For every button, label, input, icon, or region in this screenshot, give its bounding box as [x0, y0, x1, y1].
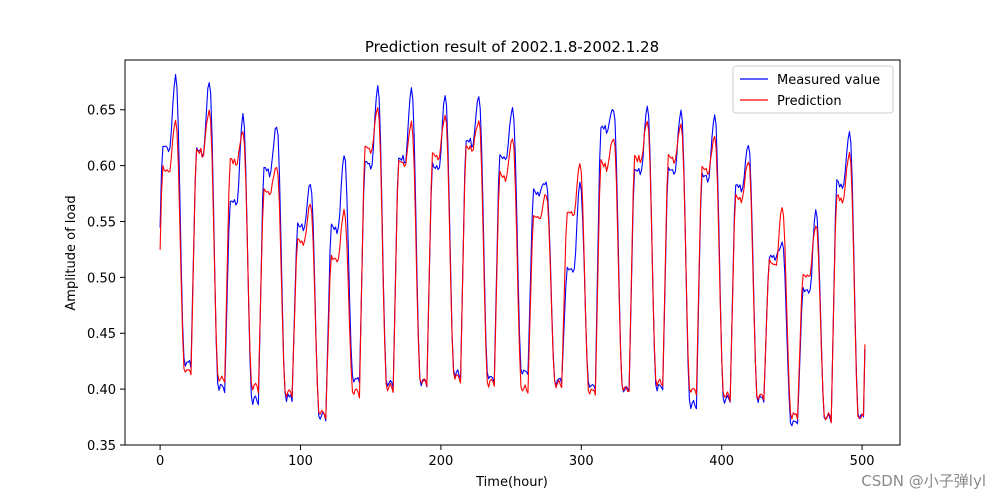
- y-tick-label: 0.45: [87, 327, 116, 342]
- series-line-prediction: [159, 107, 866, 424]
- y-tick-label: 0.65: [87, 104, 116, 119]
- chart-title: Prediction result of 2002.1.8-2002.1.28: [365, 38, 659, 56]
- x-tick-label: 500: [850, 454, 875, 469]
- series-line-measured: [159, 73, 866, 427]
- series-lines: [159, 73, 866, 427]
- plot-frame: [124, 59, 901, 446]
- x-tick-label: 300: [569, 454, 594, 469]
- y-tick-label: 0.35: [87, 439, 116, 454]
- y-axis-label: Amplitude of load: [64, 195, 79, 310]
- x-axis-label: Time(hour): [475, 475, 548, 490]
- legend-box: [732, 65, 894, 114]
- y-tick-label: 0.50: [87, 271, 116, 286]
- x-tick-label: 200: [428, 454, 453, 469]
- legend-label-prediction: Prediction: [777, 94, 842, 109]
- y-tick-label: 0.60: [87, 160, 116, 175]
- y-axis: 0.35 0.40 0.45 0.50 0.55 0.60 0.65: [87, 104, 125, 454]
- y-tick-label: 0.40: [87, 383, 116, 398]
- x-tick-label: 400: [709, 454, 734, 469]
- x-tick-label: 100: [288, 454, 313, 469]
- legend-label-measured: Measured value: [777, 73, 880, 88]
- y-tick-label: 0.55: [87, 215, 116, 230]
- watermark: CSDN @小子弹lyl: [861, 472, 986, 490]
- x-tick-label: 0: [156, 454, 164, 469]
- legend: Measured value Prediction: [732, 65, 894, 114]
- x-axis: 0 100 200 300 400 500: [156, 445, 875, 469]
